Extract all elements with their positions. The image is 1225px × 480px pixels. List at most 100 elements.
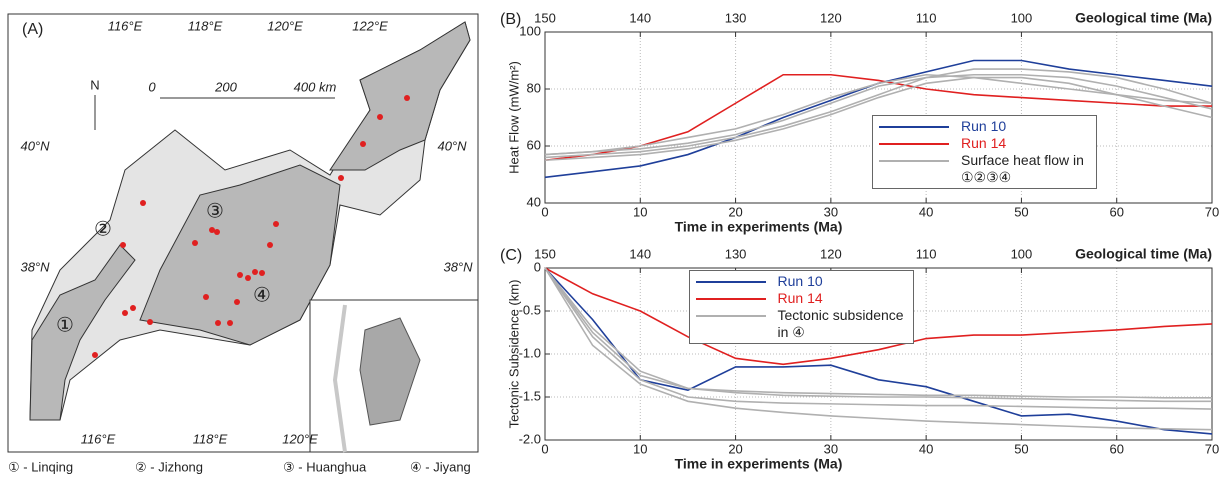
- lat-label: 38°N: [20, 259, 50, 274]
- x-tick-label: 20: [728, 441, 742, 456]
- y-axis-title: Heat Flow (mW/m²): [506, 61, 521, 174]
- legend-swatch: [879, 126, 949, 128]
- y-tick-label: 0: [534, 259, 541, 274]
- lon-label: 122°E: [352, 18, 388, 33]
- legend: Run 10 Run 14 Surface heat flow in ①②③④: [872, 115, 1097, 189]
- legend-entry: Run 14: [695, 290, 907, 307]
- lat-label: 40°N: [437, 138, 467, 153]
- scale-label: 0: [148, 79, 156, 94]
- y-tick-label: 100: [519, 23, 541, 38]
- legend-label: Tectonic subsidence in ④: [777, 307, 904, 340]
- y-tick-label: -0.5: [519, 302, 541, 317]
- lat-label: 38°N: [443, 259, 473, 274]
- lon-label: 120°E: [282, 431, 318, 446]
- panel-label: (A): [22, 21, 43, 38]
- y-tick-label: 40: [527, 194, 541, 209]
- inset-river: [332, 304, 347, 453]
- line: [544, 267, 1213, 431]
- x2-tick-label: 100: [1011, 246, 1033, 261]
- legend-entry: Surface heat flow in ①②③④: [879, 152, 1090, 186]
- map-panel: (A) 116°E 118°E 120°E 122°E 116°E 118°E …: [7, 13, 479, 474]
- legend-label: Run 14: [961, 135, 1007, 151]
- x-tick-label: 40: [919, 204, 933, 219]
- x2-tick-label: 110: [916, 10, 937, 25]
- y-tick-label: 60: [527, 137, 541, 152]
- line: [544, 267, 1213, 410]
- legend-swatch: [879, 143, 949, 145]
- x2-tick-label: 150: [534, 10, 556, 25]
- legend-label: Run 10: [777, 273, 823, 289]
- x2-tick-label: 130: [725, 10, 747, 25]
- x-tick-label: 40: [919, 441, 933, 456]
- x-tick-label: 60: [1109, 441, 1123, 456]
- x-tick-label: 30: [824, 204, 838, 219]
- region-label: ②: [94, 218, 112, 240]
- x-tick-label: 70: [1205, 441, 1219, 456]
- lon-label: 116°E: [81, 431, 116, 446]
- x-tick-label: 60: [1109, 204, 1123, 219]
- x2-tick-label: 120: [820, 246, 842, 261]
- line: [544, 73, 1212, 162]
- region-label: ③: [206, 200, 224, 222]
- x2-axis-title: Geological time (Ma): [1075, 10, 1212, 26]
- panel-label: (C): [500, 247, 522, 264]
- line: [544, 267, 1213, 435]
- x-tick-label: 20: [728, 204, 742, 219]
- x-tick-label: 0: [541, 441, 548, 456]
- legend-entry: Run 10: [695, 273, 907, 290]
- line: [544, 267, 1212, 399]
- north-label: N: [90, 77, 99, 92]
- inset-basin: [359, 317, 421, 426]
- line: [544, 76, 1213, 162]
- legend-swatch: [695, 315, 766, 317]
- y-axis-title: Tectonic Subsidence (km): [506, 280, 521, 429]
- legend-label: Surface heat flow in ①②③④: [961, 152, 1084, 185]
- x-tick-label: 10: [633, 441, 647, 456]
- legend-swatch: [879, 160, 949, 162]
- y-tick-label: -1.5: [519, 388, 541, 403]
- lon-label: 118°E: [193, 431, 228, 446]
- x2-tick-label: 150: [534, 246, 556, 261]
- legend: Run 10 Run 14 Tectonic subsidence in ④: [688, 270, 914, 344]
- x-tick-label: 50: [1014, 204, 1028, 219]
- x-tick-label: 70: [1205, 204, 1219, 219]
- x2-axis-title: Geological time (Ma): [1075, 246, 1212, 262]
- x2-tick-label: 100: [1011, 10, 1033, 25]
- legend-entry: Tectonic subsidence in ④: [695, 307, 907, 341]
- lon-label: 116°E: [108, 18, 143, 33]
- y-tick-label: -1.0: [519, 345, 541, 360]
- x2-tick-label: 140: [629, 10, 651, 25]
- region-legend: ③ - Huanghua: [283, 459, 367, 474]
- wells: [92, 95, 410, 358]
- line: [544, 73, 1213, 156]
- basin-dark: [29, 244, 136, 421]
- region-legend: ④ - Jiyang: [410, 459, 471, 474]
- basin-dark: [139, 164, 341, 346]
- legend-label: Run 10: [961, 118, 1007, 134]
- region-legend: ② - Jizhong: [135, 459, 203, 474]
- x-tick-label: 10: [633, 204, 647, 219]
- line: [544, 73, 1213, 156]
- scale-label: 200: [214, 79, 237, 94]
- x-tick-label: 50: [1014, 441, 1028, 456]
- line: [544, 267, 1212, 403]
- legend-swatch: [695, 298, 766, 300]
- legend-entry: Run 10: [879, 118, 1090, 135]
- panel-label: (B): [500, 11, 521, 28]
- lon-label: 118°E: [188, 18, 223, 33]
- lat-label: 40°N: [20, 138, 50, 153]
- legend-label: Run 14: [777, 290, 823, 306]
- x-axis-title: Time in experiments (Ma): [675, 456, 843, 472]
- legend-entry: Run 14: [879, 135, 1090, 152]
- y-tick-label: -2.0: [519, 431, 541, 446]
- region-legend: ① - Linqing: [8, 459, 73, 474]
- x2-tick-label: 140: [629, 246, 651, 261]
- x2-tick-label: 120: [820, 10, 842, 25]
- scale-label: 400 km: [294, 79, 337, 94]
- legend-swatch: [695, 281, 766, 283]
- x2-tick-label: 130: [725, 246, 747, 261]
- lon-label: 120°E: [267, 18, 303, 33]
- line: [544, 68, 1213, 159]
- line: [544, 267, 1213, 366]
